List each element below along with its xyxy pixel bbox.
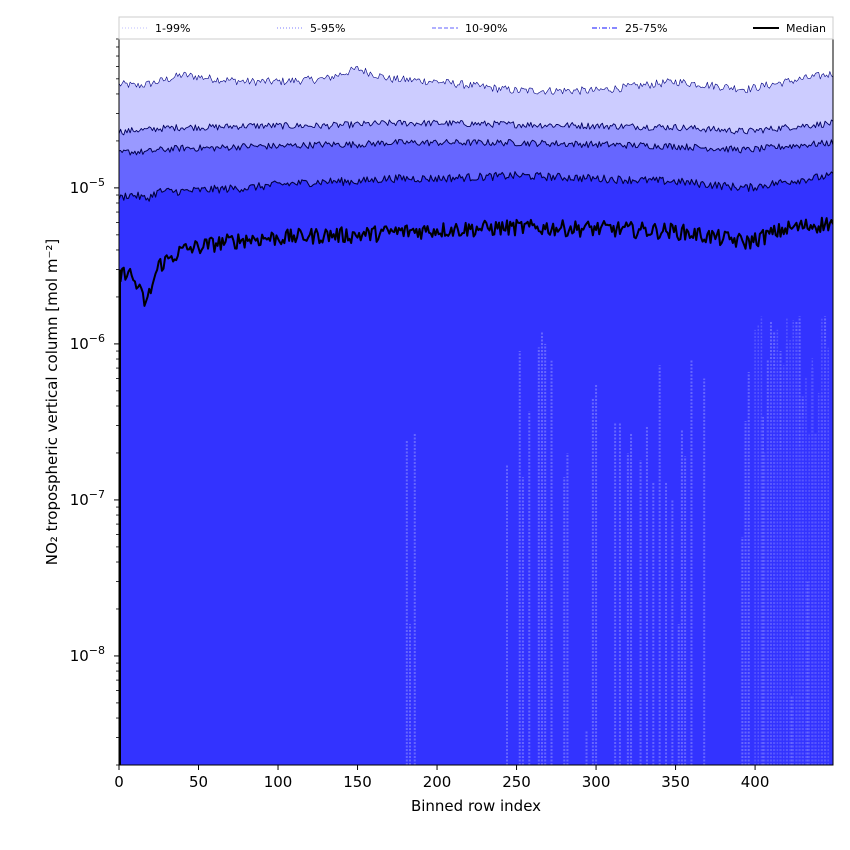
x-tick-label: 50 [189, 773, 208, 791]
y-tick-label: 10−8 [70, 644, 105, 665]
y-tick-exponent: −8 [89, 644, 105, 657]
y-tick-label: 10−6 [70, 332, 105, 353]
median-line [119, 216, 833, 307]
y-tick-exponent: −6 [89, 332, 105, 345]
x-axis-label: Binned row index [411, 797, 541, 815]
p95-line [119, 119, 833, 136]
y-axis-ticks: 10−810−710−610−5 [70, 38, 119, 766]
x-tick-label: 400 [741, 773, 770, 791]
x-tick-label: 100 [264, 773, 293, 791]
y-tick-label: 10−7 [70, 488, 105, 509]
legend-box [118, 16, 834, 40]
y-tick-base: 10 [70, 179, 89, 197]
x-tick-label: 0 [114, 773, 124, 791]
legend-label: 1-99% [155, 22, 190, 35]
x-tick-label: 350 [661, 773, 690, 791]
legend-label: Median [786, 22, 826, 35]
legend-label: 5-95% [310, 22, 345, 35]
x-tick-label: 150 [343, 773, 372, 791]
y-tick-exponent: −7 [89, 488, 105, 501]
y-tick-label: 10−5 [70, 176, 105, 197]
x-tick-label: 250 [502, 773, 531, 791]
p75-line [119, 171, 833, 202]
y-tick-base: 10 [70, 491, 89, 509]
y-tick-base: 10 [70, 647, 89, 665]
y-tick-exponent: −5 [89, 176, 105, 189]
x-tick-label: 300 [582, 773, 611, 791]
band-25-75 [119, 171, 833, 765]
x-tick-label: 200 [423, 773, 452, 791]
legend-label: 10-90% [465, 22, 507, 35]
legend: 1-99% 5-95% 10-90% 25-75% Median [118, 16, 834, 40]
p90-line [119, 139, 833, 156]
p1-spikes [405, 316, 829, 765]
y-axis-label: NO₂ tropospheric vertical column [mol m⁻… [43, 239, 61, 565]
legend-label: 25-75% [625, 22, 667, 35]
x-axis-ticks: 0 50 100 150 200 250 300 350 400 [114, 765, 769, 791]
p99-line [119, 66, 833, 95]
percentile-lines [119, 66, 833, 765]
percentile-bands [119, 66, 833, 765]
y-tick-base: 10 [70, 335, 89, 353]
